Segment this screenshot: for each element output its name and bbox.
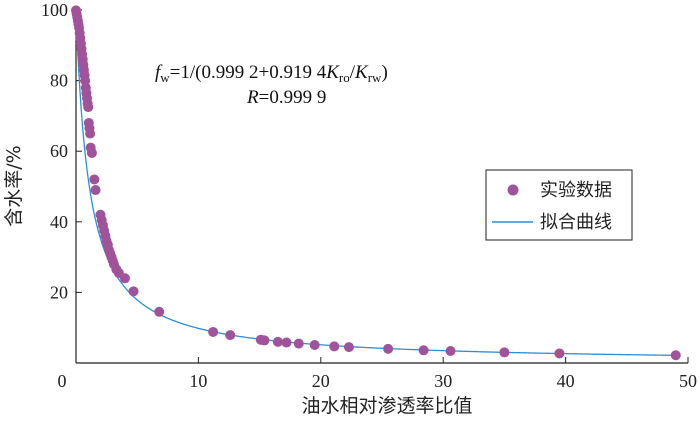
legend-box <box>485 169 633 241</box>
x-tick-label: 50 <box>679 371 697 391</box>
x-tick-label: 30 <box>434 371 452 391</box>
equation-annotation: fw=1/(0.999 2+0.919 4Kro/Krw) R=0.999 9 <box>155 62 388 108</box>
tick-label-group: 0 10 20 30 40 50 20 40 60 80 100 <box>41 0 697 391</box>
data-point <box>208 326 219 337</box>
legend-label-fit: 拟合曲线 <box>540 212 612 233</box>
data-point <box>293 338 304 349</box>
data-point <box>281 337 292 348</box>
data-point <box>383 343 394 354</box>
y-tick-label: 40 <box>50 212 68 232</box>
axes <box>75 10 688 364</box>
y-tick-label: 60 <box>50 141 68 161</box>
data-points <box>71 5 681 361</box>
r-value-text: R=0.999 9 <box>246 87 326 108</box>
data-point <box>86 147 97 158</box>
data-point <box>225 330 236 341</box>
data-point <box>83 102 94 113</box>
data-point <box>154 306 165 317</box>
data-point <box>445 346 456 356</box>
y-tick-label: 80 <box>50 71 68 91</box>
legend-label-data: 实验数据 <box>540 180 612 201</box>
y-axis-label: 含水率/% <box>3 145 25 226</box>
data-point <box>309 340 320 350</box>
data-point <box>554 348 565 359</box>
x-axis-label: 油水相对渗透率比值 <box>301 395 472 417</box>
x-tick-label: 0 <box>58 371 67 391</box>
data-point <box>90 185 101 196</box>
data-point <box>85 128 96 139</box>
y-tick-label: 20 <box>50 282 68 302</box>
data-point <box>418 345 429 356</box>
y-tick-label: 100 <box>41 0 68 20</box>
x-tick-label: 40 <box>557 371 575 391</box>
x-tick-label: 20 <box>312 371 330 391</box>
data-point <box>119 273 130 284</box>
legend: 实验数据 拟合曲线 <box>485 169 633 241</box>
data-point <box>259 335 270 346</box>
equation-text: fw=1/(0.999 2+0.919 4Kro/Krw) <box>155 62 388 85</box>
data-point <box>329 341 340 352</box>
data-point <box>499 347 510 358</box>
data-point <box>272 336 283 347</box>
x-tick-label: 10 <box>189 371 207 391</box>
data-point <box>343 342 354 353</box>
legend-marker-data <box>507 184 519 196</box>
data-point <box>128 286 139 297</box>
data-point <box>670 350 681 361</box>
data-point <box>89 174 100 185</box>
